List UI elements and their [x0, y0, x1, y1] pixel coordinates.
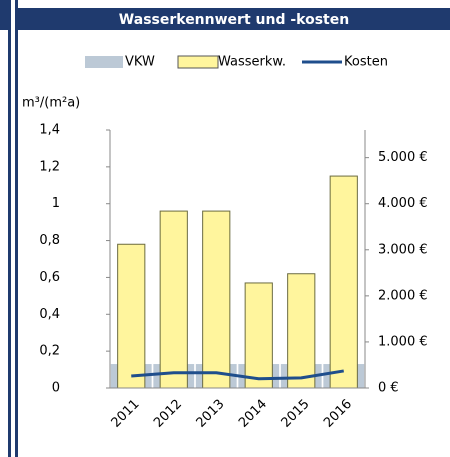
y-tick-label: 0,8: [39, 233, 60, 248]
left-border: [8, 0, 11, 457]
y-axis-label: m³/(m²a): [22, 96, 80, 111]
x-tick-label: 2012: [151, 397, 185, 431]
panel-border: [15, 0, 18, 457]
bar: [287, 273, 316, 389]
y-tick-label: 0,6: [39, 270, 60, 285]
y-tick-label: 0,4: [39, 307, 60, 322]
bar: [202, 210, 231, 389]
x-tick-label: 2015: [279, 397, 313, 431]
x-tick-label: 2011: [109, 397, 143, 431]
bar: [329, 175, 358, 389]
y2-tick-label: 1.000 €: [378, 334, 428, 349]
y-tick-label: 1,2: [39, 159, 60, 174]
x-tick-label: 2013: [194, 397, 228, 431]
legend-label: Kosten: [344, 55, 388, 70]
legend-label: Wasserkw.: [218, 55, 286, 70]
bar: [117, 243, 146, 389]
y-tick-label: 0: [52, 381, 60, 396]
legend-label: VKW: [125, 55, 155, 70]
bar: [244, 282, 273, 389]
left-panel-header: [0, 0, 8, 30]
y-tick-label: 1,4: [39, 123, 60, 138]
chart-title: Wasserkennwert und -kosten: [119, 12, 349, 28]
line: [131, 369, 344, 381]
legend-swatch: [85, 56, 123, 68]
y-tick-label: 1: [52, 196, 60, 211]
y2-tick-label: 4.000 €: [378, 196, 428, 211]
x-tick-label: 2014: [236, 397, 270, 431]
bar: [159, 210, 188, 389]
legend-swatch: [177, 55, 219, 69]
x-tick-label: 2016: [321, 397, 355, 431]
y-tick-label: 0,2: [39, 344, 60, 359]
y2-tick-label: 5.000 €: [378, 150, 428, 165]
header-bar: [18, 8, 450, 30]
y2-tick-label: 3.000 €: [378, 242, 428, 257]
y2-tick-label: 0 €: [378, 381, 399, 396]
y2-tick-label: 2.000 €: [378, 288, 428, 303]
